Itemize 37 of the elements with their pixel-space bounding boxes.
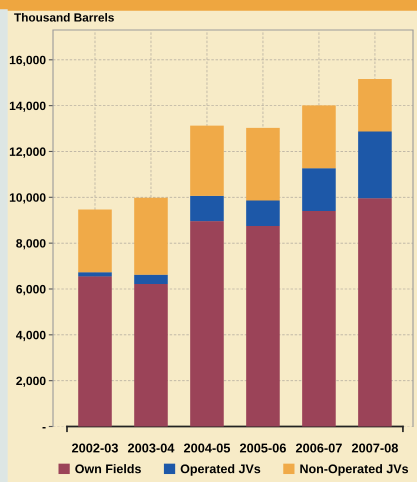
bar — [246, 226, 280, 426]
bar — [190, 196, 224, 222]
bar — [358, 79, 392, 132]
y-axis-title: Thousand Barrels — [14, 12, 114, 22]
y-tick-label: - — [42, 427, 46, 428]
bar — [134, 274, 168, 284]
x-tick-label: 2002-03 — [72, 444, 118, 453]
y-tick-label: 10,000 — [10, 193, 46, 204]
bar — [78, 209, 112, 272]
bar — [78, 272, 112, 276]
bar — [78, 276, 112, 426]
legend-label: Own Fields — [75, 464, 141, 474]
x-tick-label: 2003-04 — [128, 444, 174, 453]
y-tick-label: 2,000 — [16, 376, 46, 387]
bar — [302, 105, 336, 168]
y-tick-label: 14,000 — [10, 102, 46, 112]
y-tick-label: 6,000 — [16, 284, 46, 296]
bar — [190, 221, 224, 426]
y-tick-label: 16,000 — [10, 56, 46, 66]
legend-label: Non-Operated JVs — [300, 464, 408, 476]
bar — [358, 132, 392, 198]
bar — [358, 198, 392, 426]
bar — [246, 128, 280, 201]
x-tick-label: 2005-06 — [240, 444, 286, 453]
bar — [246, 200, 280, 226]
bar — [302, 168, 336, 212]
x-tick-label: 2007-08 — [352, 444, 398, 453]
x-tick-label: 2004-05 — [184, 444, 230, 453]
bar — [302, 211, 336, 426]
x-tick-label: 2006-07 — [296, 444, 342, 453]
bar — [134, 284, 168, 426]
bar — [134, 198, 168, 275]
y-tick-label: 8,000 — [16, 239, 46, 250]
legend-label: Operated JVs — [180, 464, 260, 476]
bar — [190, 126, 224, 196]
y-tick-label: 4,000 — [16, 330, 46, 342]
y-tick-label: 12,000 — [10, 147, 46, 158]
